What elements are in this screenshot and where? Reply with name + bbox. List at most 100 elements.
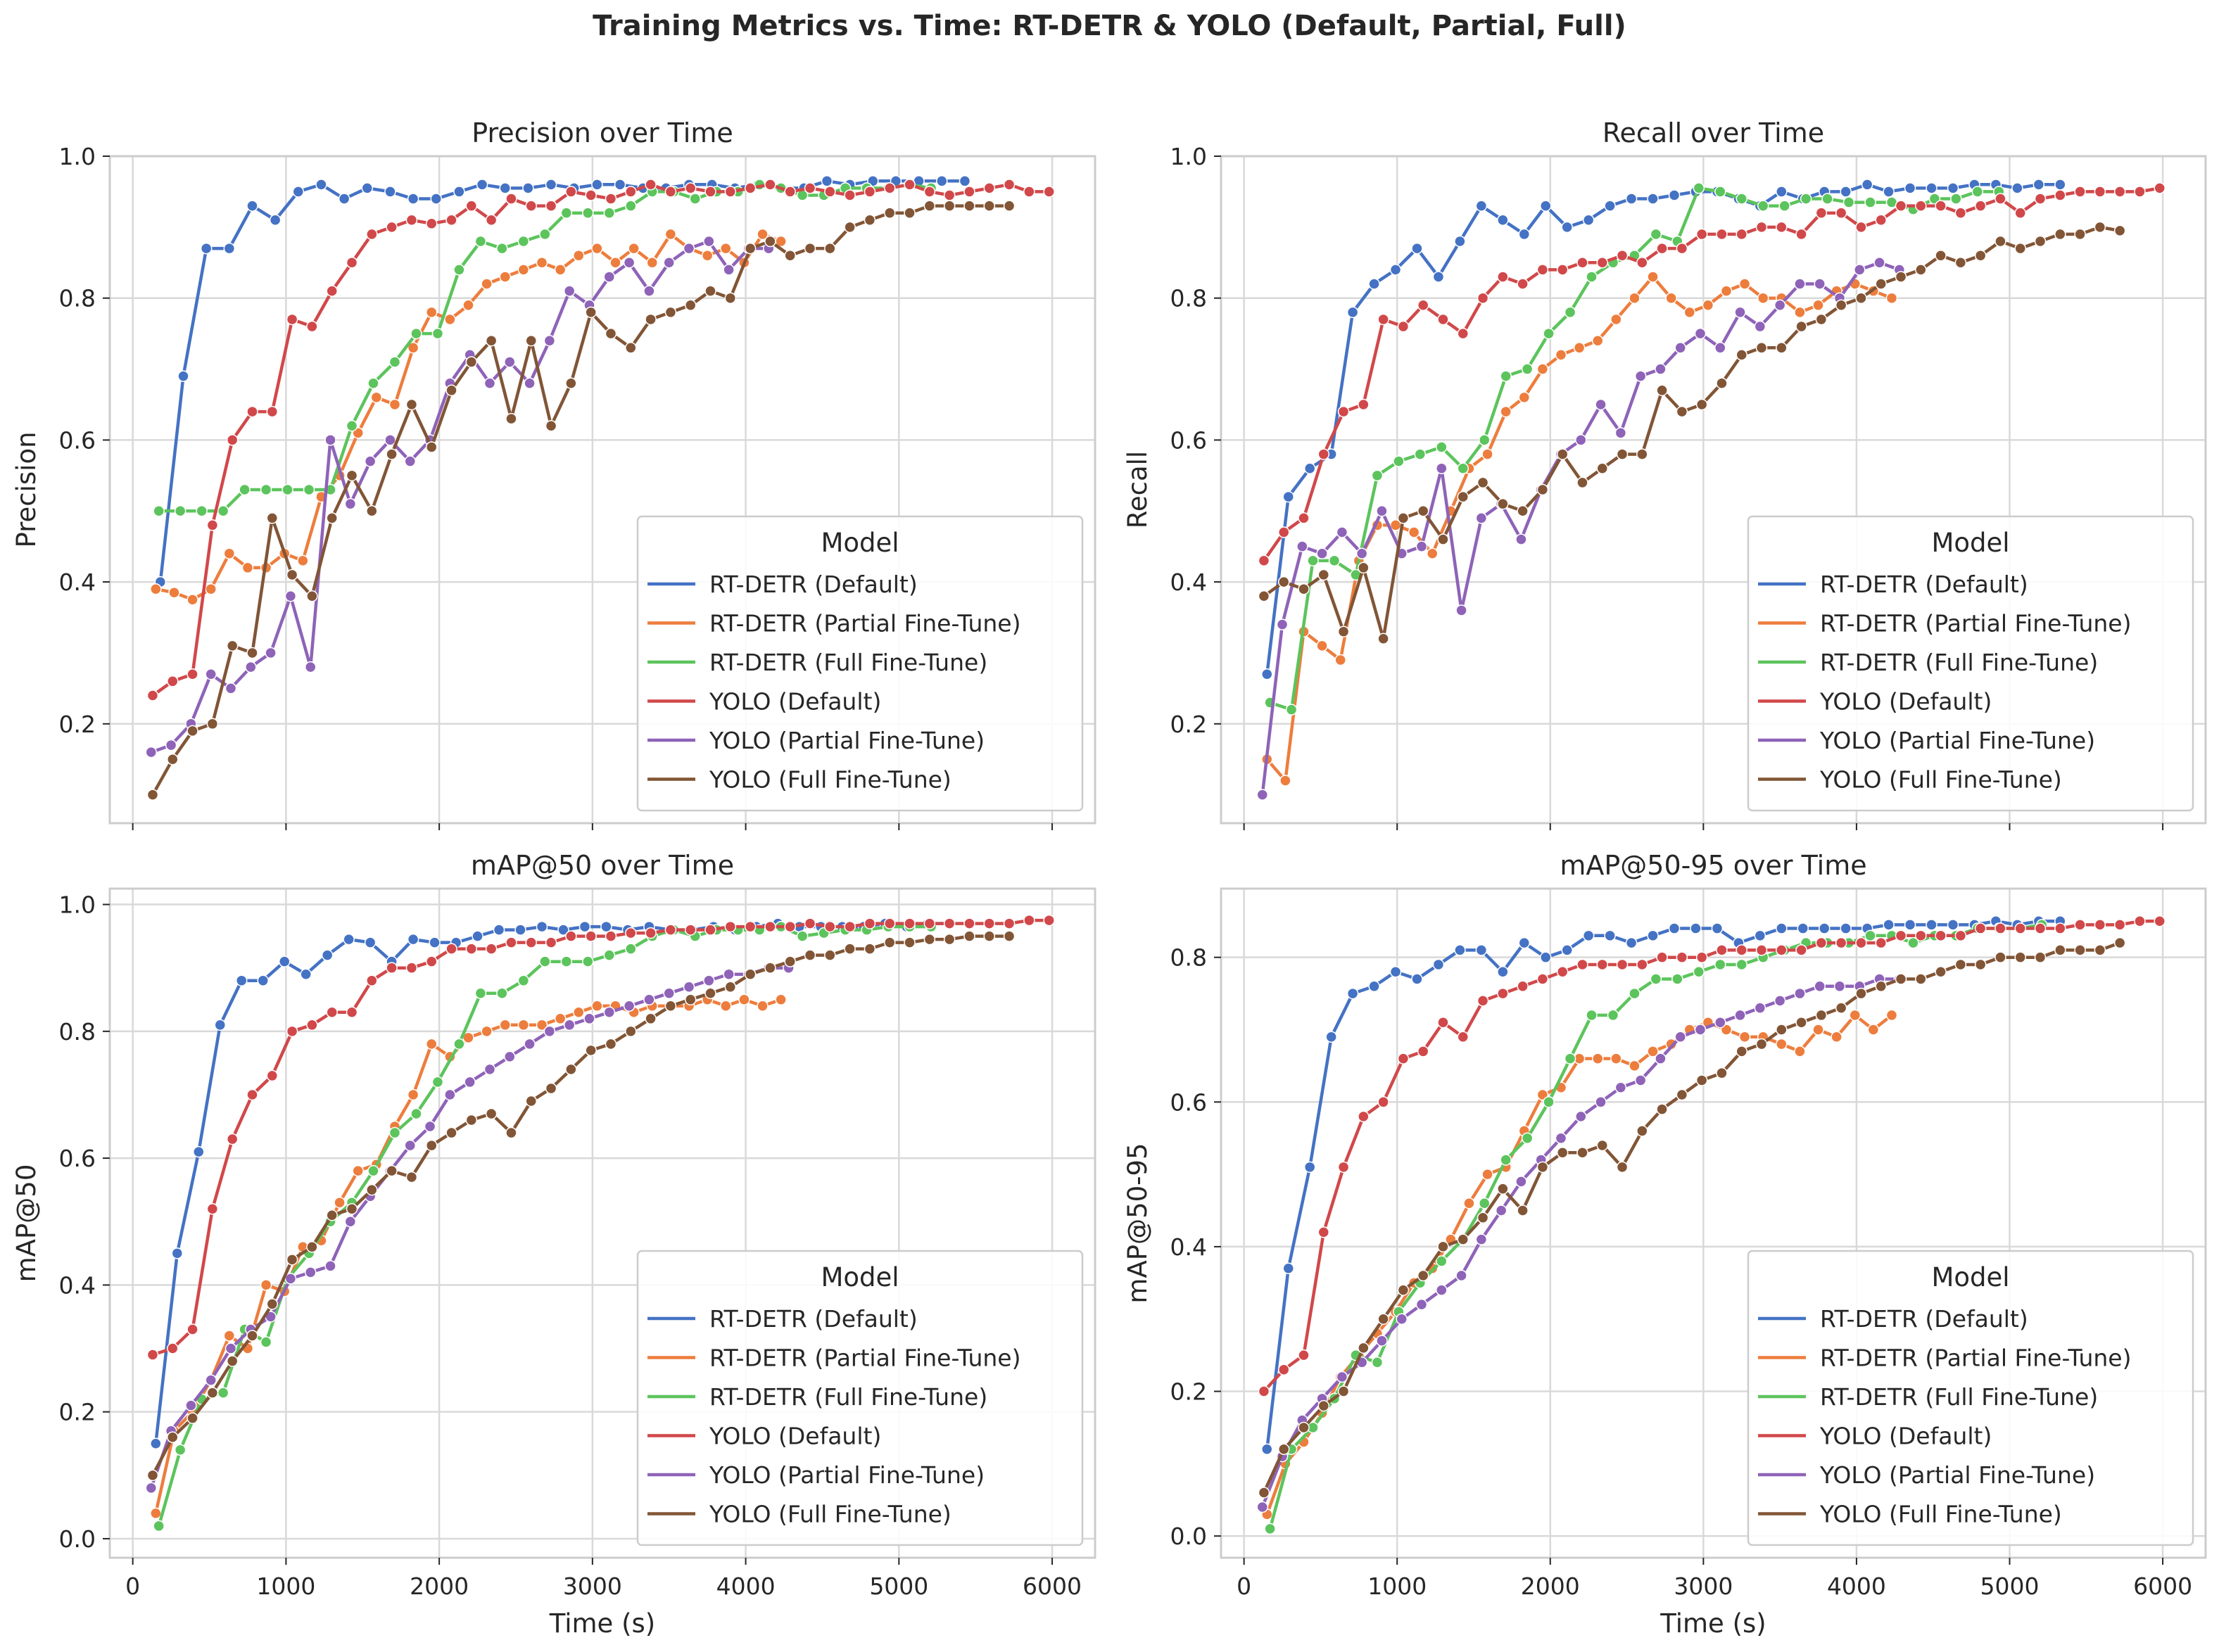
data-point xyxy=(1634,1074,1647,1086)
data-point xyxy=(963,917,975,929)
data-point xyxy=(352,1164,364,1177)
data-point xyxy=(573,249,585,262)
data-point xyxy=(505,412,517,425)
data-point xyxy=(643,285,655,297)
data-point xyxy=(923,186,936,198)
data-point xyxy=(2134,186,2146,198)
data-point xyxy=(1521,1132,1534,1144)
data-point xyxy=(703,235,715,248)
data-point xyxy=(171,1247,184,1259)
legend-entry: RT-DETR (Full Fine-Tune) xyxy=(1820,1383,2098,1411)
data-point xyxy=(943,917,956,929)
subplot-title: Precision over Time xyxy=(472,117,733,148)
data-point xyxy=(483,377,496,389)
data-point xyxy=(605,327,617,340)
data-point xyxy=(1277,576,1290,588)
data-point xyxy=(496,987,508,999)
legend-entry: YOLO (Partial Fine-Tune) xyxy=(709,727,985,754)
data-point xyxy=(1596,1139,1609,1152)
data-point xyxy=(217,505,229,517)
data-point xyxy=(1298,1349,1310,1361)
data-point xyxy=(1716,377,1728,389)
data-point xyxy=(1875,936,1887,949)
data-point xyxy=(1397,1284,1410,1296)
data-point xyxy=(246,405,258,418)
data-point xyxy=(1500,370,1512,382)
data-point xyxy=(1023,186,1035,198)
data-point xyxy=(1437,533,1449,545)
data-point xyxy=(2014,242,2026,255)
data-point xyxy=(720,1000,732,1012)
data-point xyxy=(499,271,511,283)
data-point xyxy=(1368,980,1380,993)
data-point xyxy=(1636,257,1648,269)
data-point xyxy=(1457,1031,1469,1043)
data-point xyxy=(465,943,478,955)
data-point xyxy=(1794,278,1806,290)
y-tick-label: 0.6 xyxy=(1170,1088,1207,1116)
data-point xyxy=(1317,568,1330,581)
data-point xyxy=(1282,490,1294,503)
x-tick-label: 4000 xyxy=(1827,1572,1886,1600)
data-point xyxy=(174,505,187,517)
legend-entry: YOLO (Partial Fine-Tune) xyxy=(1819,1461,2095,1489)
data-point xyxy=(1591,1053,1604,1065)
data-point xyxy=(1875,278,1887,290)
data-point xyxy=(784,186,796,198)
data-point xyxy=(824,186,836,198)
data-point xyxy=(1411,242,1423,255)
data-point xyxy=(1656,384,1668,397)
x-tick-label: 3000 xyxy=(1674,1572,1733,1600)
data-point xyxy=(1800,193,1812,205)
data-point xyxy=(1676,1088,1688,1101)
data-point xyxy=(1656,951,1668,963)
y-axis-label: Precision xyxy=(11,431,42,547)
data-point xyxy=(386,221,398,234)
data-point xyxy=(983,917,996,929)
data-point xyxy=(338,193,350,205)
data-point xyxy=(2032,179,2045,191)
data-point xyxy=(1003,930,1016,942)
data-point xyxy=(1755,1038,1768,1050)
data-point xyxy=(1540,200,1552,212)
data-point xyxy=(625,342,637,354)
data-point xyxy=(167,1431,179,1443)
data-point xyxy=(266,1298,279,1310)
data-point xyxy=(625,943,637,955)
data-point xyxy=(346,1202,358,1215)
plot-frame xyxy=(1220,887,2207,1559)
data-point xyxy=(2054,189,2066,201)
data-point xyxy=(1736,958,1748,971)
data-point xyxy=(1714,186,1726,198)
data-point xyxy=(1432,958,1445,971)
x-tick-label: 2000 xyxy=(1521,1572,1580,1600)
data-point xyxy=(1258,554,1270,567)
data-point xyxy=(1258,590,1270,602)
data-point xyxy=(364,455,377,467)
data-point xyxy=(346,257,358,269)
data-point xyxy=(1576,958,1588,971)
data-point xyxy=(266,405,279,418)
data-point xyxy=(1776,186,1788,198)
data-point xyxy=(1317,448,1330,460)
series-line-yolo-default xyxy=(1263,186,2161,562)
data-point xyxy=(1676,951,1688,963)
data-point xyxy=(1755,944,1768,956)
data-point xyxy=(1895,929,1907,942)
data-point xyxy=(346,469,358,482)
data-point xyxy=(1855,936,1867,949)
y-tick-label: 0.2 xyxy=(59,711,96,738)
data-point xyxy=(1864,929,1876,942)
data-point xyxy=(704,987,716,999)
data-point xyxy=(1376,505,1388,517)
data-point xyxy=(983,930,996,942)
data-point xyxy=(1543,327,1555,340)
data-point xyxy=(1776,342,1788,354)
data-point xyxy=(744,182,757,194)
data-point xyxy=(145,746,158,758)
data-point xyxy=(286,313,298,326)
data-point xyxy=(246,647,258,659)
data-point xyxy=(1564,1053,1576,1065)
data-point xyxy=(146,690,159,701)
data-point xyxy=(196,505,208,517)
